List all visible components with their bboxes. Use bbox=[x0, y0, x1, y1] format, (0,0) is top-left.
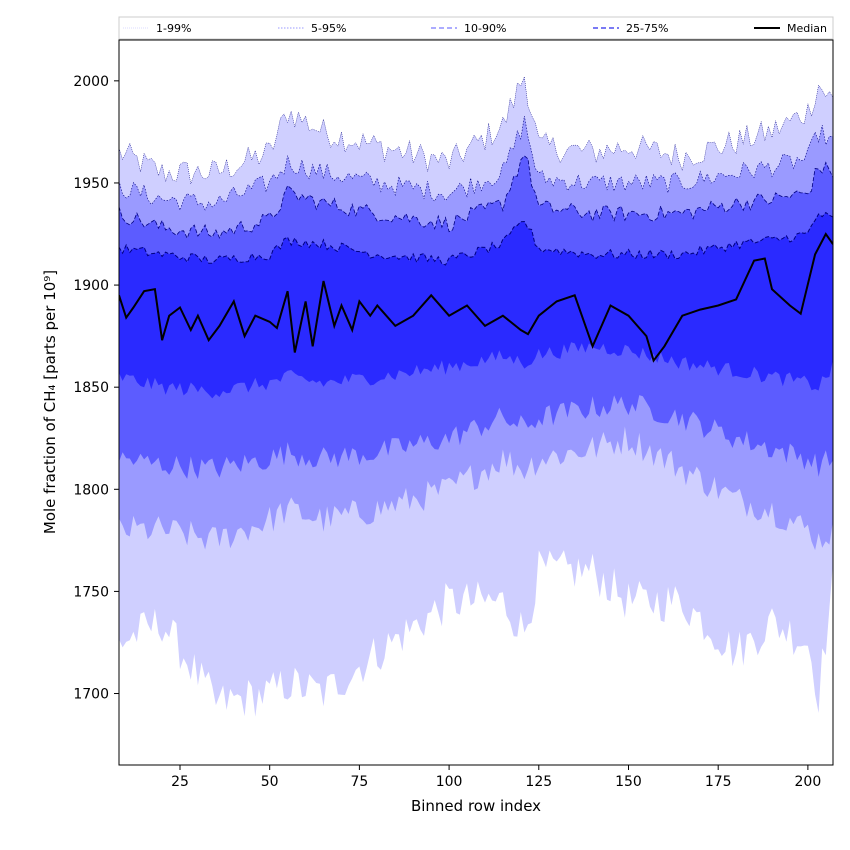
bands-layer bbox=[119, 76, 833, 717]
x-axis: 25 50 75 100 125 150 175 200 bbox=[171, 765, 821, 790]
y-tick-label: 1800 bbox=[73, 482, 109, 498]
y-axis-label: Mole fraction of CH₄ [parts per 10⁹] bbox=[41, 270, 59, 534]
y-tick-label: 1900 bbox=[73, 278, 109, 294]
y-tick-label: 1950 bbox=[73, 176, 109, 192]
x-tick-label: 200 bbox=[795, 774, 822, 790]
legend-label-10-90%: 10-90% bbox=[464, 22, 506, 35]
band-upper-edge-10-90% bbox=[119, 155, 833, 240]
legend-label-5-95%: 5-95% bbox=[311, 22, 346, 35]
x-tick-label: 50 bbox=[261, 774, 279, 790]
legend-box bbox=[118, 16, 834, 40]
legend-label-25-75%: 25-75% bbox=[626, 22, 668, 35]
x-tick-label: 150 bbox=[615, 774, 642, 790]
y-tick-label: 1750 bbox=[73, 584, 109, 600]
x-tick-label: 25 bbox=[171, 774, 189, 790]
x-tick-label: 75 bbox=[350, 774, 368, 790]
legend-label-Median: Median bbox=[787, 22, 827, 35]
median-layer bbox=[119, 232, 833, 363]
x-tick-label: 125 bbox=[525, 774, 552, 790]
x-tick-label: 175 bbox=[705, 774, 732, 790]
plot-frame bbox=[118, 39, 834, 766]
median-line bbox=[119, 232, 833, 363]
x-tick-label: 100 bbox=[436, 774, 463, 790]
band-upper-edge-1-99% bbox=[119, 76, 833, 184]
y-tick-label: 1850 bbox=[73, 380, 109, 396]
y-tick-label: 2000 bbox=[73, 74, 109, 90]
band-area-25-75% bbox=[119, 212, 833, 399]
band-upper-edge-25-75% bbox=[119, 211, 833, 266]
band-upper-edge-5-95% bbox=[119, 115, 833, 212]
y-tick-label: 1700 bbox=[73, 687, 109, 703]
legend: 1-99% 5-95% 10-90% 25-75% Median bbox=[118, 16, 834, 40]
x-axis-label: Binned row index bbox=[411, 797, 541, 815]
y-axis: 1700 1750 1800 1850 1900 1950 2000 bbox=[73, 74, 119, 703]
legend-label-1-99%: 1-99% bbox=[156, 22, 191, 35]
